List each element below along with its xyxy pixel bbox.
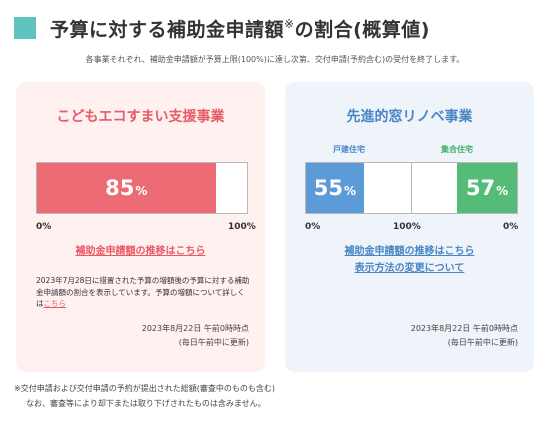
apartment-percent: 57%: [457, 163, 517, 213]
kodomo-eco-axis-max: 100%: [228, 222, 256, 232]
kodomo-eco-timestamp: 2023年8月22日 午前0時時点: [141, 324, 249, 333]
house-label: 戸建住宅: [333, 145, 365, 154]
footnote-line-2: なお、審査等により却下または取り下げされたものは含みません。: [26, 399, 266, 408]
mado-renove-timestamp: 2023年8月22日 午前0時時点: [410, 324, 518, 333]
kodomo-eco-progress-fill: [37, 163, 216, 213]
apartment-percent-unit: %: [496, 184, 509, 198]
kodomo-eco-title: こどもエコすまい支援事業: [56, 109, 225, 125]
kodomo-eco-card: こどもエコすまい支援事業 85% 0% 100% 補助金申請額の推移はこちら 2…: [16, 82, 265, 372]
page-subtitle: 各事業それぞれ、補助金申請額が予算上限(100%)に達し次第、交付申請(予約含む…: [85, 55, 465, 64]
mado-renove-trend-link[interactable]: 補助金申請額の推移はこちら: [344, 246, 475, 257]
mado-axis-right: 0%: [503, 222, 519, 232]
title-main: 予算に対する補助金申請額: [50, 18, 285, 41]
mado-renove-update-note: (毎日午前中に更新): [447, 338, 518, 347]
title-square-icon: [14, 17, 36, 39]
mado-axis-mid: 100%: [393, 222, 421, 232]
kodomo-eco-note-text: 2023年7月28日に措置された予算の増額後の予算に対する補助金申請額の割合を表…: [36, 276, 250, 308]
page-title: 予算に対する補助金申請額※の割合(概算値): [50, 15, 430, 42]
apartment-percent-value: 57: [465, 176, 496, 200]
kodomo-eco-percent-value: 85: [105, 176, 135, 200]
page-title-row: 予算に対する補助金申請額※の割合(概算値): [14, 10, 430, 46]
kodomo-eco-progress-bar: 85%: [36, 162, 248, 214]
kodomo-eco-trend-link[interactable]: 補助金申請額の推移はこちら: [75, 246, 206, 257]
mado-axis-left: 0%: [305, 222, 321, 232]
house-percent: 55%: [306, 163, 364, 213]
kodomo-eco-percent: 85%: [37, 163, 216, 213]
kodomo-eco-axis-min: 0%: [36, 222, 52, 232]
apartment-progress-bar: 57%: [411, 162, 518, 214]
footnote: ※交付申請および交付申請の予約が提出された総額(審査中のものも含む) なお、審査…: [14, 381, 275, 411]
apartment-label: 集合住宅: [441, 145, 473, 154]
house-progress-fill: [306, 163, 364, 213]
apartment-progress-fill: [457, 163, 517, 213]
title-tail: の割合(概算値): [294, 18, 430, 41]
mado-renove-display-method-link[interactable]: 表示方法の変更について: [354, 263, 465, 274]
mado-renove-card: 先進的窓リノベ事業 戸建住宅 集合住宅 55% 57% 0% 100% 0% 補…: [285, 82, 534, 372]
kodomo-eco-percent-unit: %: [135, 184, 148, 198]
house-percent-value: 55: [313, 176, 343, 200]
house-progress-bar: 55%: [305, 162, 412, 214]
kodomo-eco-note-link[interactable]: こちら: [43, 299, 67, 308]
kodomo-eco-update-note: (毎日午前中に更新): [178, 338, 249, 347]
mado-renove-title: 先進的窓リノベ事業: [346, 109, 473, 125]
footnote-line-1: ※交付申請および交付申請の予約が提出された総額(審査中のものも含む): [14, 384, 275, 393]
title-mark: ※: [284, 16, 295, 31]
house-percent-unit: %: [343, 184, 356, 198]
kodomo-eco-note: 2023年7月28日に措置された予算の増額後の予算に対する補助金申請額の割合を表…: [36, 275, 251, 310]
